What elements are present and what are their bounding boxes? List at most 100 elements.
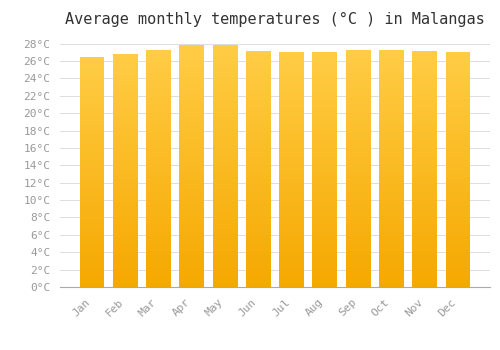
Bar [312,212,338,216]
Bar [146,220,171,224]
Bar [246,271,271,275]
Bar [312,91,338,95]
Bar [80,226,104,230]
Bar [146,89,171,93]
Bar [279,170,304,174]
Bar [279,186,304,189]
Bar [312,130,338,134]
Bar [346,168,370,172]
Bar [246,121,271,126]
Bar [180,49,204,54]
Bar [113,93,138,97]
Bar [212,138,238,141]
Bar [412,86,437,90]
Bar [212,81,238,85]
Bar [312,110,338,114]
Bar [246,118,271,121]
Bar [412,252,437,255]
Bar [346,137,370,141]
Bar [279,52,304,56]
Bar [80,61,104,64]
Bar [312,173,338,177]
Bar [279,177,304,181]
Bar [113,108,138,112]
Bar [312,228,338,232]
Bar [113,54,138,58]
Bar [246,247,271,252]
Bar [113,268,138,272]
Bar [412,161,437,165]
Bar [180,239,204,243]
Bar [80,222,104,226]
Bar [212,247,238,251]
Bar [212,105,238,109]
Bar [80,191,104,195]
Bar [412,177,437,181]
Bar [212,259,238,263]
Bar [146,208,171,212]
Bar [212,275,238,279]
Bar [412,228,437,232]
Bar [80,283,104,287]
Bar [113,252,138,256]
Bar [346,200,370,204]
Bar [346,156,370,161]
Bar [346,244,370,247]
Bar [113,116,138,120]
Bar [180,198,204,202]
Bar [113,74,138,77]
Bar [212,178,238,182]
Bar [246,66,271,70]
Bar [279,236,304,240]
Bar [212,146,238,149]
Bar [312,154,338,158]
Bar [279,154,304,158]
Bar [279,201,304,205]
Bar [180,215,204,218]
Bar [312,271,338,275]
Bar [146,275,171,279]
Bar [412,66,437,70]
Bar [113,229,138,233]
Bar [180,223,204,226]
Bar [412,275,437,279]
Bar [279,279,304,283]
Bar [446,68,470,72]
Bar [80,233,104,237]
Bar [312,264,338,267]
Bar [212,162,238,166]
Bar [312,99,338,103]
Bar [113,120,138,124]
Bar [312,103,338,106]
Bar [379,228,404,232]
Bar [312,134,338,138]
Bar [212,125,238,130]
Bar [379,192,404,196]
Bar [446,134,470,138]
Bar [346,176,370,180]
Bar [379,263,404,267]
Bar [279,205,304,209]
Bar [346,129,370,133]
Bar [80,133,104,137]
Bar [346,251,370,256]
Bar [212,77,238,81]
Bar [146,62,171,65]
Bar [180,194,204,198]
Bar [346,153,370,156]
Bar [246,267,271,271]
Bar [80,241,104,245]
Bar [446,260,470,264]
Bar [412,102,437,106]
Bar [412,279,437,283]
Bar [379,184,404,188]
Bar [279,275,304,279]
Bar [412,51,437,55]
Bar [212,182,238,186]
Bar [412,141,437,145]
Bar [412,263,437,267]
Bar [246,161,271,165]
Bar [212,194,238,198]
Bar [180,162,204,166]
Bar [113,198,138,202]
